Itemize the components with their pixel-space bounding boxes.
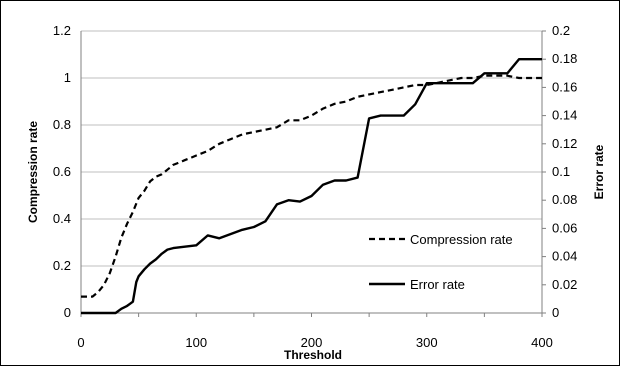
y-right-tick-label: 0.14	[552, 108, 577, 123]
y-right-tick-label: 0.1	[552, 164, 570, 179]
x-tick-label: 0	[77, 335, 84, 350]
series-line-compression-rate	[81, 74, 542, 298]
y-right-tick-label: 0.06	[552, 220, 577, 235]
y-left-axis-title: Compression rate	[26, 121, 40, 223]
legend: Compression rate Error rate	[369, 232, 513, 292]
y-right-tick-label: 0.02	[552, 277, 577, 292]
y-left-tick-label: 0	[64, 305, 71, 320]
y-right-tick-label: 0.08	[552, 192, 577, 207]
legend-label-compression-rate: Compression rate	[410, 232, 513, 247]
y-left-tick-label: 0.4	[53, 211, 71, 226]
y-right-tick-label: 0.2	[552, 23, 570, 38]
y-right-tick-label: 0.16	[552, 79, 577, 94]
x-tick-label: 200	[301, 335, 323, 350]
x-tick-label: 100	[185, 335, 207, 350]
x-tick-label: 300	[416, 335, 438, 350]
y-left-tick-label: 1.2	[53, 23, 71, 38]
series-line-error-rate	[81, 58, 542, 315]
y-left-tick-label: 0.8	[53, 117, 71, 132]
y-right-tick-label: 0	[552, 305, 559, 320]
legend-label-error-rate: Error rate	[410, 277, 465, 292]
tick-labels: 0 0.2 0.4 0.6 0.8 1 1.2 0 0.02 0.04 0.06 0.08 0.1 0.1…	[53, 23, 577, 350]
grid-lines	[81, 30, 542, 267]
y-right-axis-title: Error rate	[592, 144, 606, 199]
axes	[80, 30, 546, 317]
y-left-tick-label: 1	[64, 70, 71, 85]
y-left-tick-label: 0.2	[53, 258, 71, 273]
y-right-tick-label: 0.18	[552, 51, 577, 66]
y-left-tick-label: 0.6	[53, 164, 71, 179]
x-tick-label: 400	[531, 335, 553, 350]
y-right-tick-label: 0.04	[552, 249, 577, 264]
x-axis-title: Threshold	[284, 348, 342, 362]
series-layer	[81, 58, 542, 315]
y-right-tick-label: 0.12	[552, 136, 577, 151]
